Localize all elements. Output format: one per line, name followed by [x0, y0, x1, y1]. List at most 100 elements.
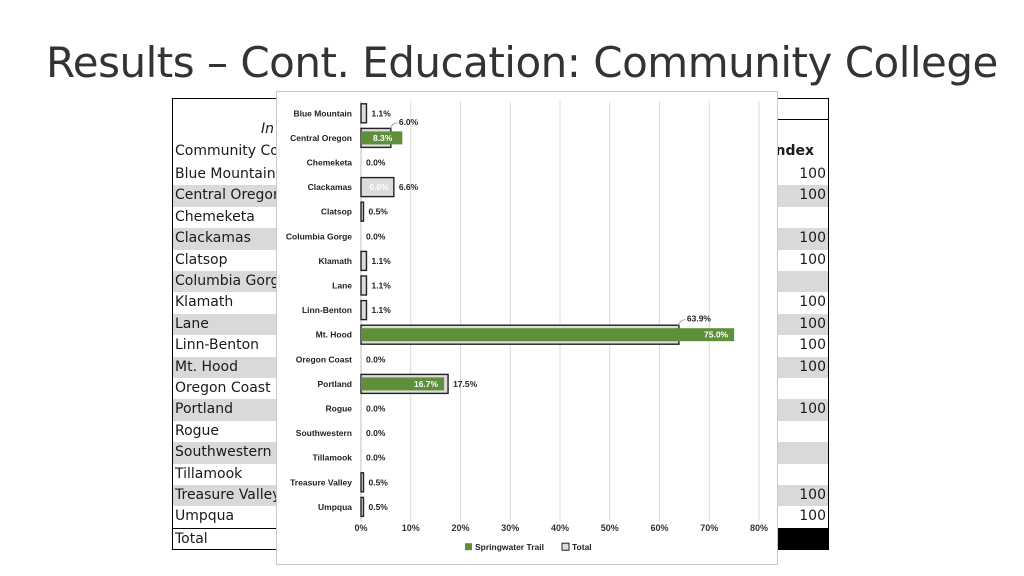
total-data-label: 1.1% [371, 256, 391, 266]
total-bar [360, 176, 395, 198]
table-row-name: Central Oregon [175, 187, 282, 204]
springwater-bar [361, 131, 403, 145]
total-data-label: 6.6% [399, 182, 419, 192]
table-row-name: Oregon Coast [175, 380, 271, 396]
total-data-label: 6.0% [399, 117, 419, 127]
total-bar [360, 201, 365, 222]
table-rule [773, 119, 828, 120]
x-tick-label: 80% [750, 523, 768, 533]
category-label: Umpqua [318, 502, 352, 512]
table-header-index: Index [770, 143, 814, 159]
category-label: Central Oregon [290, 133, 352, 143]
legend-label-total: Total [572, 542, 592, 552]
total-bar [360, 472, 365, 493]
table-row: Oregon Coast [173, 378, 828, 399]
springwater-bar [361, 377, 445, 391]
x-tick-label: 0% [354, 523, 367, 533]
total-data-label: 0.0% [366, 354, 386, 364]
table-row: Tillamook [173, 464, 828, 485]
table-row-index: 100 [799, 294, 826, 311]
total-data-label: 63.9% [687, 314, 712, 324]
total-bar [360, 299, 368, 321]
table-row-name: Umpqua [175, 508, 235, 525]
chart-panel: 0% 10% 20% 30% 40% 50% 60% 70% 80% Blue Mountain 1… [276, 91, 778, 565]
table-row-name: Treasure Valley [175, 487, 281, 503]
table-row: Clatsop 100 [173, 250, 828, 271]
table-row-name: Clatsop [175, 251, 228, 268]
table-row-index: 100 [799, 251, 826, 268]
total-data-label: 1.1% [371, 305, 391, 315]
label-leader-line [677, 319, 686, 327]
table-row-name: Mt. Hood [175, 358, 239, 375]
springwater-data-label: 8.3% [373, 133, 393, 143]
table-row-name: Chemeketa [175, 208, 255, 225]
legend-label-springwater: Springwater Trail [475, 542, 544, 552]
total-data-label: 0.5% [368, 477, 388, 487]
legend-swatch-springwater [465, 543, 472, 551]
table-row: Rogue [173, 421, 828, 442]
table-row-index: 100 [799, 230, 826, 247]
bar-chart: 0% 10% 20% 30% 40% 50% 60% 70% 80% Blue Mountain 1… [286, 101, 768, 552]
total-data-label: 0.0% [366, 158, 386, 168]
x-tick-label: 10% [402, 523, 420, 533]
x-tick-label: 50% [601, 523, 619, 533]
table-row: Klamath 100 [173, 292, 828, 313]
table-row-index: 100 [799, 487, 826, 503]
table-row-name: Columbia Gorge [175, 273, 288, 289]
total-data-label: 17.5% [453, 379, 478, 389]
category-label: Oregon Coast [296, 354, 352, 364]
springwater-bar [361, 328, 735, 342]
slide-title: Results – Cont. Education: Community Col… [46, 38, 998, 87]
category-label: Mt. Hood [316, 330, 352, 340]
x-tick-label: 40% [551, 523, 569, 533]
total-data-label: 0.0% [366, 404, 386, 414]
label-leader-line [389, 122, 398, 130]
springwater-data-label: 75.0% [704, 330, 729, 340]
table-row-index: 100 [799, 401, 826, 418]
category-label: Rogue [326, 404, 353, 414]
table-row-name: Clackamas [175, 230, 251, 247]
table-row-name: Klamath [175, 294, 234, 311]
table-row-name: Rogue [175, 422, 220, 439]
category-label: Clatsop [321, 207, 352, 217]
total-data-label: 1.1% [371, 108, 391, 118]
total-bar [360, 250, 368, 272]
table-row: Blue Mountain 100 [173, 164, 828, 185]
table-row-index: 100 [799, 187, 826, 204]
category-label: Clackamas [308, 182, 353, 192]
springwater-data-label: 0.0% [369, 182, 389, 192]
table-row-index: 100 [799, 315, 826, 332]
table-row: Linn-Benton 100 [173, 335, 828, 356]
table-row-name: Tillamook [175, 465, 243, 482]
total-bar [360, 275, 368, 296]
total-label: Total [175, 531, 208, 547]
total-data-label: 0.0% [366, 231, 386, 241]
legend-swatch-total [561, 542, 570, 551]
category-label: Columbia Gorge [286, 231, 352, 241]
x-tick-label: 20% [451, 523, 469, 533]
total-data-label: 0.5% [368, 502, 388, 512]
total-bar [360, 103, 368, 124]
table-header-italic: In [261, 121, 275, 137]
category-label: Klamath [318, 256, 352, 266]
category-label: Lane [332, 281, 352, 291]
category-label: Southwestern [296, 428, 352, 438]
table-row: Umpqua 100 [173, 506, 828, 527]
table-row-index: 100 [799, 337, 826, 354]
category-label: Portland [318, 379, 352, 389]
category-label: Chemeketa [307, 158, 353, 168]
table-row-name: Portland [175, 401, 233, 418]
total-data-label: 0.0% [366, 453, 386, 463]
x-tick-label: 60% [650, 523, 668, 533]
table-row-name: Linn-Benton [175, 337, 260, 354]
total-data-label: 0.0% [366, 428, 386, 438]
table-row-index: 100 [799, 358, 826, 375]
total-data-label: 0.5% [368, 207, 388, 217]
table-row-name: Southwestern [175, 444, 272, 461]
category-label: Blue Mountain [293, 108, 352, 118]
table-row: Chemeketa [173, 207, 828, 228]
table-row-name: Lane [175, 315, 209, 332]
table-header-community-college: Community Col [175, 143, 283, 159]
x-tick-label: 70% [700, 523, 718, 533]
table-row-name: Blue Mountain [175, 166, 276, 182]
